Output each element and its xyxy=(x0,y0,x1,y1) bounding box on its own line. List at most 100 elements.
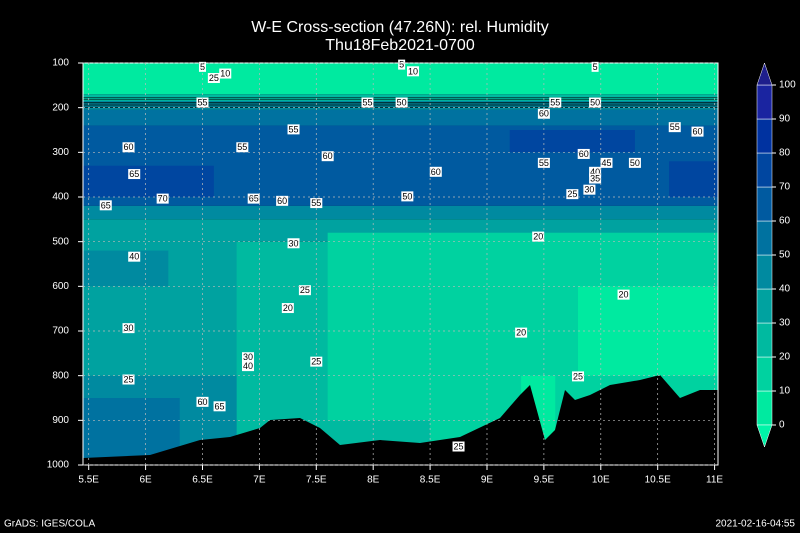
contour-label: 40 xyxy=(590,167,600,177)
footer-left: GrADS: IGES/COLA xyxy=(4,519,95,530)
y-tick-label: 600 xyxy=(52,281,69,292)
shaded-band xyxy=(509,130,635,153)
contour-label-bg xyxy=(429,166,442,177)
y-tick-label: 700 xyxy=(52,326,69,337)
contour-label: 45 xyxy=(601,158,611,168)
colorbar-swatch xyxy=(756,356,773,392)
contour-label-bg xyxy=(628,157,641,168)
x-tick-label: 7.5E xyxy=(306,475,327,486)
contour-label-bg xyxy=(198,61,206,72)
plot-frame xyxy=(82,62,719,466)
contour-label: 55 xyxy=(539,158,549,168)
contour-label: 30 xyxy=(289,238,299,248)
y-tick-label: 900 xyxy=(52,415,69,426)
contour-label-bg xyxy=(122,323,135,334)
contour-label-bg xyxy=(281,303,294,314)
contour-label-bg xyxy=(532,231,545,242)
colorbar-label: 50 xyxy=(779,250,791,261)
contour-label-bg xyxy=(298,285,311,296)
contour-label: 60 xyxy=(323,151,333,161)
contour-label-bg xyxy=(196,97,209,108)
contour-label-bg xyxy=(287,238,300,249)
colorbar-label: 10 xyxy=(779,386,791,397)
colorbar-swatch xyxy=(756,254,773,290)
contour-label-bg xyxy=(617,289,630,300)
colorbar-label: 80 xyxy=(779,148,791,159)
contour-label: 20 xyxy=(533,232,543,242)
contour-label-bg xyxy=(566,189,579,200)
contour-label-bg xyxy=(401,191,414,202)
contour-label: 40 xyxy=(243,361,253,371)
contour-label: 55 xyxy=(550,98,560,108)
contour-label: 5 xyxy=(399,60,404,70)
colorbar-under xyxy=(756,424,773,448)
contour-label: 25 xyxy=(124,375,134,385)
contour-label-bg xyxy=(128,169,141,180)
x-tick-label: 8E xyxy=(367,475,380,486)
shaded-band xyxy=(83,109,718,126)
contour-label: 50 xyxy=(590,98,600,108)
x-tick-label: 6E xyxy=(139,475,152,486)
contour-label-bg xyxy=(398,59,406,70)
contour-label-bg xyxy=(287,124,300,135)
contour-label: 60 xyxy=(693,127,703,137)
colorbar-label: 90 xyxy=(779,114,791,125)
colorbar-over xyxy=(756,62,773,86)
y-tick-label: 100 xyxy=(52,58,69,69)
contour-label: 25 xyxy=(454,442,464,452)
y-tick-label: 800 xyxy=(52,370,69,381)
shaded-band xyxy=(83,250,169,287)
colorbar-label: 60 xyxy=(779,216,791,227)
x-tick-label: 10E xyxy=(592,475,610,486)
contour-label: 70 xyxy=(158,194,168,204)
shaded-band xyxy=(83,165,214,197)
x-tick-label: 9.5E xyxy=(534,475,555,486)
colorbar-swatch xyxy=(756,84,773,120)
contour-label: 60 xyxy=(579,149,589,159)
shaded-band xyxy=(83,205,718,220)
contour-label-bg xyxy=(156,193,169,204)
y-tick-label: 200 xyxy=(52,102,69,113)
contour-label: 55 xyxy=(197,98,207,108)
contour-label-bg xyxy=(236,142,249,153)
chart-subtitle: Thu18Feb2021-0700 xyxy=(325,37,475,54)
colorbar-label: 100 xyxy=(779,80,796,91)
colorbar-label: 40 xyxy=(779,284,791,295)
y-tick-label: 300 xyxy=(52,147,69,158)
contour-label-bg xyxy=(196,396,209,407)
contour-label: 30 xyxy=(584,185,594,195)
contour-label: 65 xyxy=(101,200,111,210)
field xyxy=(83,63,718,465)
contour-label-bg xyxy=(361,97,374,108)
contour-label-bg xyxy=(589,173,602,184)
contour-label: 35 xyxy=(590,174,600,184)
contour-label: 50 xyxy=(402,191,412,201)
contour-label: 50 xyxy=(397,98,407,108)
colorbar-label: 0 xyxy=(779,420,785,431)
colorbar-label: 30 xyxy=(779,318,791,329)
contour-label: 30 xyxy=(243,352,253,362)
colorbar-swatch xyxy=(756,220,773,256)
colorbar-swatch xyxy=(756,390,773,426)
contour-label-bg xyxy=(242,352,255,363)
contour-label-bg xyxy=(242,361,255,372)
contour-label-bg xyxy=(515,327,528,338)
contour-label: 25 xyxy=(567,189,577,199)
contour-label: 25 xyxy=(311,357,321,367)
contour-label: 55 xyxy=(237,142,247,152)
contour-label: 5 xyxy=(593,62,598,72)
contour-label-bg xyxy=(577,148,590,159)
contour-label-bg xyxy=(407,66,420,77)
contour-label-bg xyxy=(549,97,562,108)
contour-label-bg xyxy=(600,157,613,168)
x-tick-label: 8.5E xyxy=(420,475,441,486)
contour-label: 25 xyxy=(573,371,583,381)
contour-label-bg xyxy=(99,200,112,211)
contour-label: 5 xyxy=(200,62,205,72)
contour-label: 30 xyxy=(124,323,134,333)
contour-label-bg xyxy=(583,184,596,195)
contour-label: 25 xyxy=(300,285,310,295)
colorbar-swatch xyxy=(756,186,773,222)
colorbar-label: 70 xyxy=(779,182,791,193)
contour-label: 60 xyxy=(124,142,134,152)
